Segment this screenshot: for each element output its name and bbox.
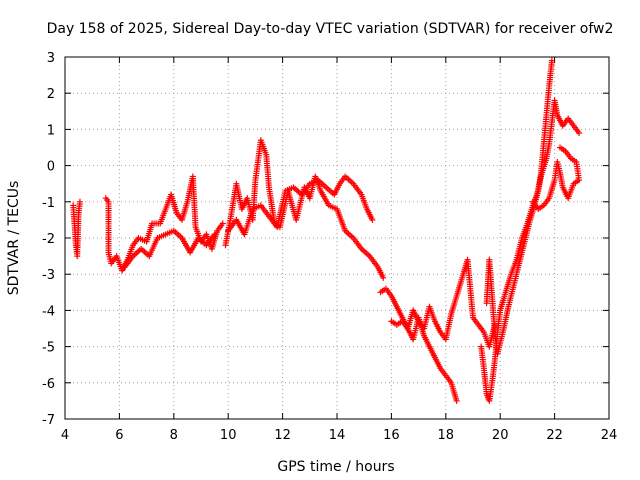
y-tick-label: -7 bbox=[42, 413, 55, 428]
data-point bbox=[453, 397, 460, 404]
y-tick-label: -6 bbox=[42, 377, 55, 392]
y-tick-label: 0 bbox=[47, 160, 55, 175]
x-tick-label: 22 bbox=[546, 428, 563, 443]
x-tick-label: 12 bbox=[274, 428, 291, 443]
x-tick-label: 4 bbox=[61, 428, 69, 443]
y-tick-label: 1 bbox=[47, 123, 55, 138]
data-point bbox=[548, 57, 555, 64]
x-tick-label: 10 bbox=[220, 428, 237, 443]
x-tick-label: 8 bbox=[170, 428, 178, 443]
y-tick-label: -2 bbox=[42, 232, 55, 247]
y-tick-label: -5 bbox=[42, 341, 55, 356]
data-point bbox=[211, 231, 218, 238]
points-layer bbox=[70, 57, 583, 404]
x-tick-label: 24 bbox=[601, 428, 618, 443]
x-tick-label: 18 bbox=[438, 428, 455, 443]
y-axis-label: SDTVAR / TECUs bbox=[6, 181, 22, 296]
data-point bbox=[76, 198, 83, 205]
data-point bbox=[557, 144, 564, 151]
data-point bbox=[380, 274, 387, 281]
chart-title: Day 158 of 2025, Sidereal Day-to-day VTE… bbox=[47, 21, 614, 37]
y-tick-label: 2 bbox=[47, 87, 55, 102]
y-tick-label: -4 bbox=[42, 304, 55, 319]
y-tick-label: 3 bbox=[47, 51, 55, 66]
data-point bbox=[576, 130, 583, 137]
data-point bbox=[219, 220, 226, 227]
x-tick-label: 14 bbox=[329, 428, 346, 443]
y-tick-label: -3 bbox=[42, 268, 55, 283]
x-tick-label: 16 bbox=[383, 428, 400, 443]
plot-frame bbox=[64, 56, 610, 420]
x-tick-label: 20 bbox=[492, 428, 509, 443]
x-tick-label: 6 bbox=[115, 428, 123, 443]
x-axis-label: GPS time / hours bbox=[277, 459, 394, 475]
data-point bbox=[369, 216, 376, 223]
y-tick-label: -1 bbox=[42, 196, 55, 211]
